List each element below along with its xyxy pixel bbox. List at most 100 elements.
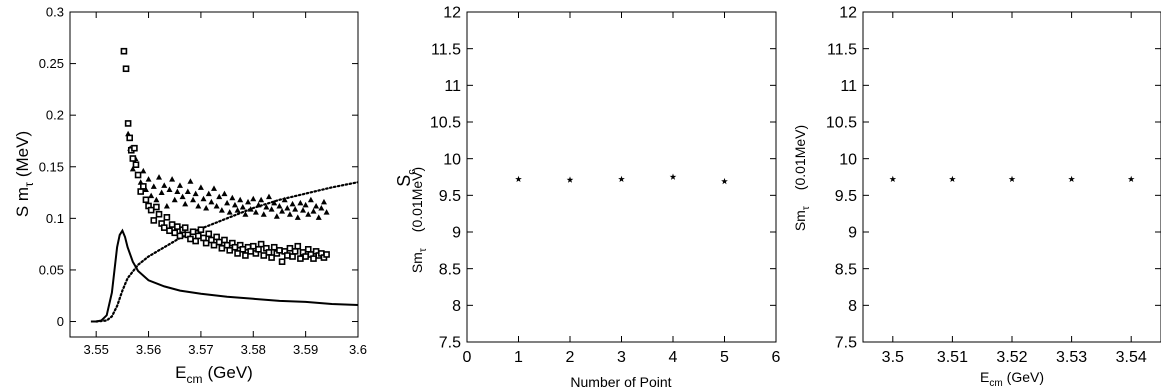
panel-a-square-point [147,206,155,214]
panel-a-square-point [260,252,268,259]
panel-a-triangle-point [320,198,327,205]
panel-a-square-point [131,144,138,152]
panel-a-square-point [297,255,304,262]
panel-a-triangle-point [286,211,293,217]
panel-a-square-point [247,248,254,255]
panel-c-star-point [1127,175,1135,183]
panel-a-square-point [124,120,132,127]
panel-a-triangle-point [163,202,170,209]
panel-a-x-tick-label: 3.57 [188,342,213,357]
panel-a-y-tick-label: 0.15 [39,159,64,174]
panel-a-square-point [278,258,286,265]
panel-a-square-point [160,224,168,231]
panel-a-square-point [213,233,220,241]
panel-b-marks [515,173,728,185]
panel-c-star-point [949,175,956,183]
panel-a-triangle-point [218,207,225,213]
panel-a-square-point [181,224,189,231]
panel-a-triangle-point [260,211,267,217]
panel-b-y-tick-label: 8 [452,298,461,315]
panel-a-triangle-point [276,202,283,209]
panel-a-square-point [302,253,309,260]
panel-a-y-axis-label: S mτ(MeV) [13,131,36,217]
panel-a-triangle-point [197,184,204,190]
panel-a-triangle-point [297,199,304,206]
panel-b-x-tick-label: 5 [720,349,729,366]
panel-a-square-point [129,155,137,162]
panel-a-square-point [132,161,140,168]
panel-c-y-tick-label: 8 [848,298,857,315]
panel-a-triangle-point [250,195,257,202]
panel-a-square-point [120,47,128,55]
panel-a-triangle-point [245,198,252,205]
panel-a-square-point [239,246,247,253]
panel-b-x-tick-label: 3 [617,349,626,366]
panel-a-square-point [202,239,210,247]
panel-a-square-point [226,247,234,254]
panel-a-x-tick-label: 3.58 [241,342,266,357]
panel-a-square-point [310,255,317,262]
panel-a-triangle-point [258,196,265,203]
panel-b-y-axis-label-top: Sc [394,169,418,187]
panel-a-square-point [231,243,239,251]
panel-b-x-tick-label: 0 [463,349,472,366]
panel-a-chart: 3.55 3.56 3.57 3.58 3.59 3.6 0 0.05 0.1 0.15 0.2 0.… [13,5,367,386]
panel-c-x-tick-label: 3.5 [882,349,904,366]
panel-a-triangle-point [315,214,322,220]
panel-a-square-point [210,241,218,249]
panel-a-triangle-point [237,196,244,203]
panel-a-triangle-point [281,196,288,203]
panel-a-triangle-point [174,188,181,195]
panel-a-triangle-point [221,190,228,197]
panel-c-y-tick-label: 8.5 [835,261,857,278]
panel-c-y-tick-label: 10.5 [826,115,857,132]
panel-a-x-axis-label: Ecm (GeV) [175,363,253,386]
panel-a-frame [69,11,359,338]
panel-a-square-point [286,244,294,252]
panel-a-square-point [257,240,265,248]
panel-a-y-tick-label: 0.3 [46,5,64,20]
panel-a-triangle-point [187,178,194,184]
panel-b-star-point [618,175,625,183]
panel-a-square-point [234,250,241,257]
panel-c-ticks: 3.5 3.51 3.52 3.53 3.54 7.5 8 8.5 9 9.5 10 10.5 11 11… [826,5,1161,366]
panel-a-y-tick-label: 0.05 [39,262,64,277]
panel-a-y-tick-label: 0.1 [46,211,64,226]
panel-a-x-tick-label: 3.59 [293,342,318,357]
panel-b-y-tick-label: 12 [443,5,461,22]
panel-a-triangle-point [305,211,312,217]
panel-a-triangle-point [242,211,249,217]
panel-a-marks [90,47,358,323]
panel-b-y-axis-label: Smτ(0.01MeV) [409,167,429,273]
panel-a-square-point [291,248,299,255]
panel-c-y-tick-label: 7.5 [835,335,857,352]
panel-a-square-point [284,252,291,259]
panel-a-x-tick-label: 3.55 [84,342,109,357]
panel-a-triangle-point [284,205,291,211]
panel-a-square-point [137,188,144,195]
panel-a-triangle-point [195,202,202,209]
panel-a-square-point [255,246,262,253]
panel-a-triangle-point [310,208,317,214]
panel-a-square-point [218,244,226,252]
panel-a-triangle-point [271,199,278,206]
panel-a-square-point [134,171,142,179]
panel-a-triangle-point [176,182,183,188]
panel-c-x-tick-label: 3.51 [937,349,968,366]
panel-b-star-point [669,173,677,180]
panel-a-square-point [265,249,273,256]
panel-b-y-tick-label: 8.5 [439,261,461,278]
panel-a-triangle-point [226,209,233,215]
panel-a-square-point [122,65,130,73]
panel-a-triangle-point [323,209,330,215]
panel-a-triangle-point [239,204,246,210]
panel-a-square-point [242,252,249,259]
panel-a-triangle-point [289,200,296,207]
panel-b-star-point [515,175,522,183]
panel-a-triangle-point [150,183,157,189]
panel-a-square-point [208,236,215,244]
panel-a-ticks: 3.55 3.56 3.57 3.58 3.59 3.6 0 0.05 0.1 0.15 0.2 0.… [39,5,367,357]
